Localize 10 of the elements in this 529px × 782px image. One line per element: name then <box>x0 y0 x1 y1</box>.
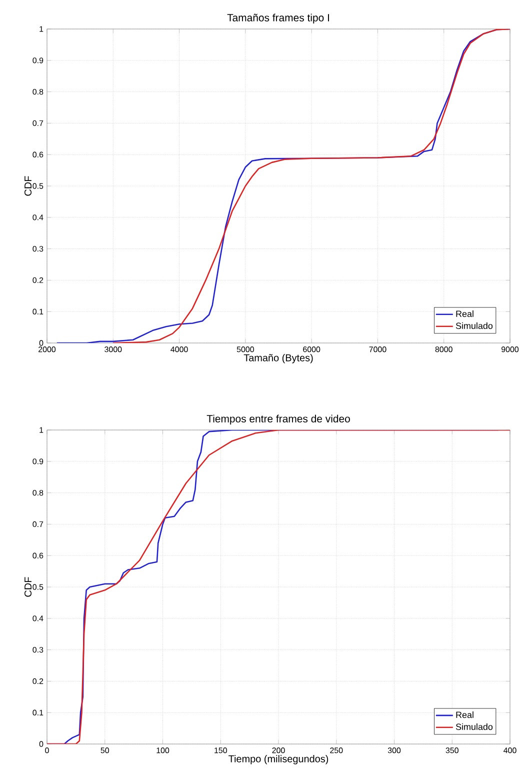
chart-title: Tamaños frames tipo I <box>227 14 329 24</box>
chart-title: Tiempos entre frames de video <box>206 414 350 424</box>
x-axis-title: Tiempo (milisegundos) <box>228 755 328 764</box>
y-axis-title: CDF <box>24 577 32 597</box>
y-axis-title: CDF <box>24 176 32 196</box>
legend-label: Real <box>456 310 474 318</box>
legend-label: Simulado <box>456 322 493 329</box>
legend-label: Simulado <box>456 723 493 730</box>
legend-label: Real <box>456 711 474 718</box>
x-axis-title: Tamaño (Bytes) <box>244 354 313 364</box>
